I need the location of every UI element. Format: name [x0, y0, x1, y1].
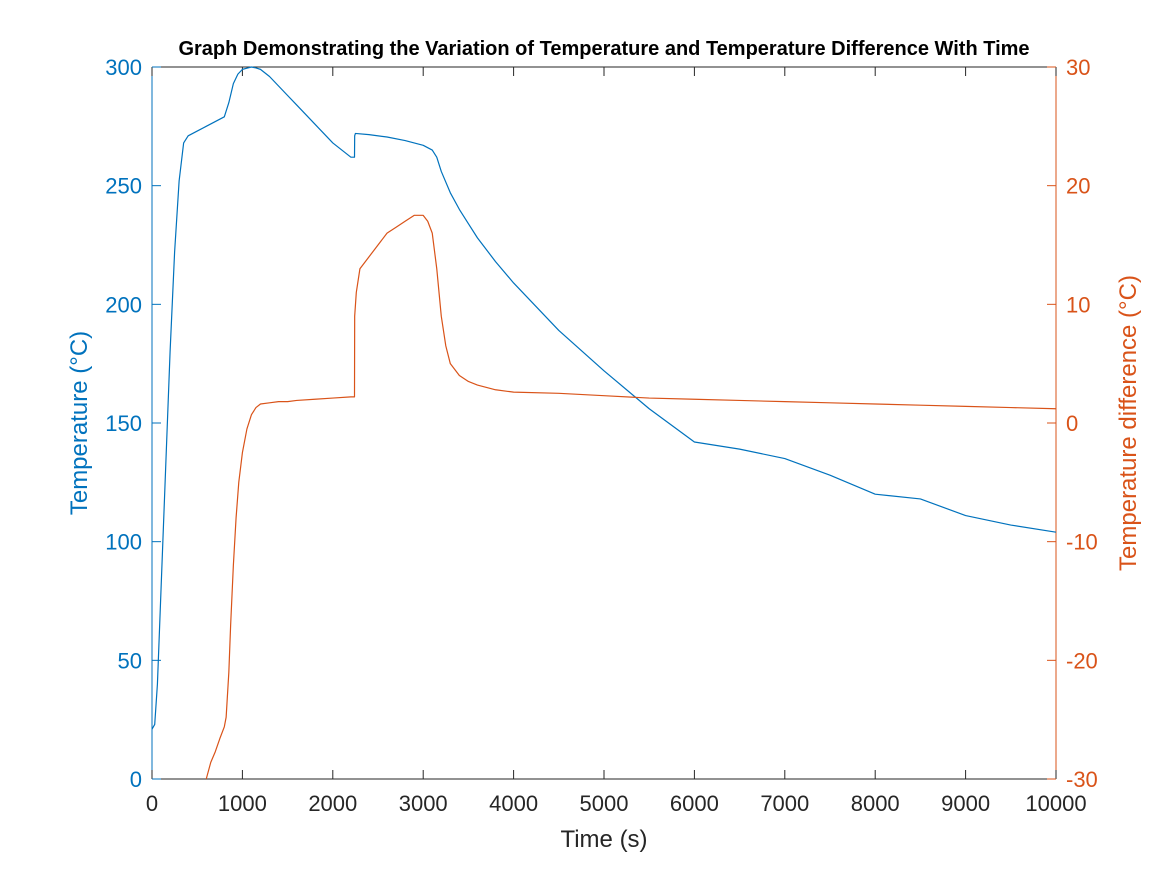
x-tick-label: 4000	[489, 791, 538, 816]
x-tick-label: 10000	[1025, 791, 1086, 816]
x-tick-label: 8000	[851, 791, 900, 816]
left-y-axis-ticks: 0 50 100 150 200 250 300	[105, 55, 161, 792]
right-y-tick-label: 0	[1066, 411, 1078, 436]
left-y-tick-label: 200	[105, 292, 142, 317]
right-y-tick-label: 10	[1066, 292, 1090, 317]
x-tick-label: 2000	[308, 791, 357, 816]
left-y-tick-label: 250	[105, 174, 142, 199]
right-y-axis-ticks: -30 -20 -10 0 10 20 30	[1047, 55, 1098, 792]
right-y-axis-label: Temperature difference (°C)	[1115, 275, 1142, 571]
x-tick-label: 0	[146, 791, 158, 816]
plot-frame	[151, 66, 1057, 780]
x-tick-label: 3000	[399, 791, 448, 816]
right-y-tick-label: -10	[1066, 530, 1098, 555]
left-y-tick-label: 50	[118, 648, 142, 673]
x-tick-label: 7000	[760, 791, 809, 816]
right-y-tick-label: 20	[1066, 174, 1090, 199]
right-y-tick-label: -30	[1066, 767, 1098, 792]
series-layer	[151, 66, 1057, 780]
right-y-tick-label: -20	[1066, 648, 1098, 673]
temperature-line	[151, 66, 1057, 730]
left-y-tick-label: 150	[105, 411, 142, 436]
x-tick-label: 5000	[580, 791, 629, 816]
x-tick-label: 1000	[218, 791, 267, 816]
left-y-tick-label: 0	[130, 767, 142, 792]
x-tick-label: 6000	[670, 791, 719, 816]
x-axis-ticks: 0 1000 2000 3000 4000 5000 6000 7000 8000 9000 100…	[146, 67, 1087, 816]
chart-title: Graph Demonstrating the Variation of Tem…	[178, 38, 1029, 60]
left-y-tick-label: 100	[105, 530, 142, 555]
temperature-difference-line	[205, 214, 1057, 780]
x-tick-label: 9000	[941, 791, 990, 816]
x-axis-label: Time (s)	[560, 826, 647, 853]
left-y-tick-label: 300	[105, 55, 142, 80]
right-y-tick-label: 30	[1066, 55, 1090, 80]
left-y-axis-label: Temperature (°C)	[66, 331, 93, 515]
